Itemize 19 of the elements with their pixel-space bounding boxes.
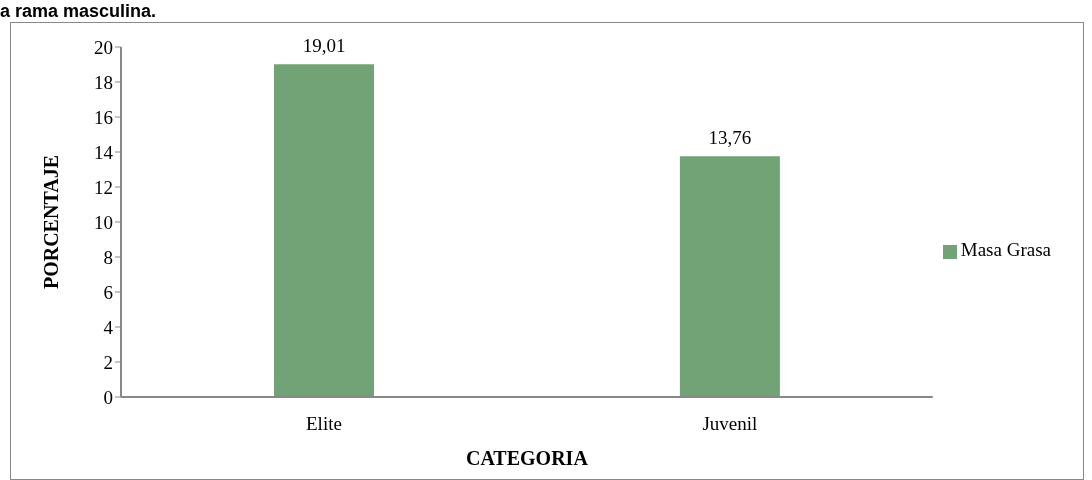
y-tick-label: 16	[94, 106, 113, 128]
y-tick-label: 2	[103, 351, 113, 373]
chart-title: a rama masculina.	[0, 1, 157, 21]
text: 13,76	[708, 127, 752, 149]
y-axis-title: PORCENTAJE	[40, 154, 63, 290]
y-tick-label: 10	[94, 211, 113, 233]
y-tick-label: 20	[94, 36, 113, 58]
x-tick-label: Elite	[306, 413, 342, 435]
legend-label: Masa Grasa	[960, 239, 1051, 260]
y-tick-label: 4	[103, 316, 114, 338]
y-tick-label: 18	[94, 71, 113, 93]
y-tick-label: 0	[103, 386, 113, 408]
y-tick-label: 14	[94, 141, 114, 163]
y-tick-label: 12	[94, 176, 113, 198]
y-tick-label: 6	[103, 281, 113, 303]
x-tick-label: Juvenil	[702, 413, 758, 435]
x-axis-title: CATEGORIA	[465, 447, 589, 469]
text: 19,01	[302, 35, 346, 57]
y-tick-label: 8	[103, 246, 113, 268]
